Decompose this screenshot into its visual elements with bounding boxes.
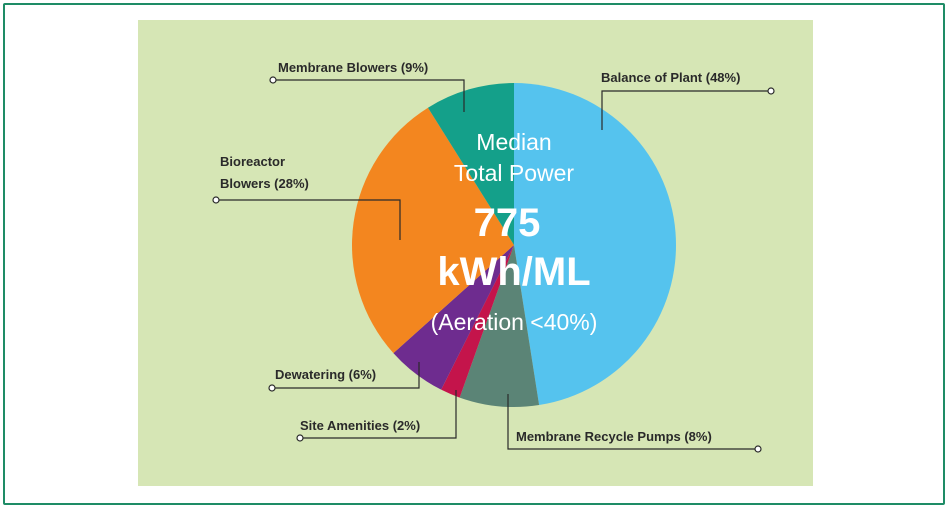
center-note: (Aeration <40%) [431, 309, 598, 335]
center-unit: kWh/ML [437, 250, 590, 294]
pie-slice-membrane-recycle-pumps [459, 245, 540, 407]
leader-dewatering [272, 362, 420, 389]
center-line-median: Median [476, 129, 551, 155]
pie-slice-membrane-blowers [427, 83, 514, 245]
label-site-amenities: Site Amenities (2%) [300, 418, 420, 433]
leader-site-amenities [300, 390, 457, 439]
leader-dot-membrane-blowers [269, 76, 277, 84]
leader-dot-balance-of-plant [767, 87, 775, 95]
pie-slice-balance-of-plant [514, 83, 676, 406]
center-value: 775 [474, 201, 541, 245]
pie-slices [351, 83, 676, 407]
leader-balance-of-plant [601, 90, 771, 130]
label-membrane-recycle-pumps: Membrane Recycle Pumps (8%) [516, 429, 712, 444]
leader-membrane-recycle-pumps [507, 394, 758, 450]
label-dewatering: Dewatering (6%) [275, 367, 376, 382]
pie-slice-dewatering [393, 245, 514, 390]
leader-bioreactor-blowers [216, 199, 401, 240]
pie-slice-site-amenities [441, 245, 514, 398]
leader-membrane-blowers [273, 79, 465, 112]
label-bioreactor-line2: Blowers (28%) [220, 176, 309, 191]
pie-slice-bioreactor-blowers [351, 107, 514, 354]
leader-dot-bioreactor-blowers [212, 196, 220, 204]
figure-frame [3, 3, 945, 505]
label-membrane-blowers: Membrane Blowers (9%) [278, 60, 428, 75]
leader-dot-site-amenities [296, 434, 304, 442]
leader-dot-dewatering [268, 384, 276, 392]
leader-dot-membrane-recycle-pumps [754, 445, 762, 453]
label-bioreactor-line1: Bioreactor [220, 154, 285, 169]
center-line-total-power: Total Power [454, 160, 575, 186]
label-balance-of-plant: Balance of Plant (48%) [601, 70, 740, 85]
